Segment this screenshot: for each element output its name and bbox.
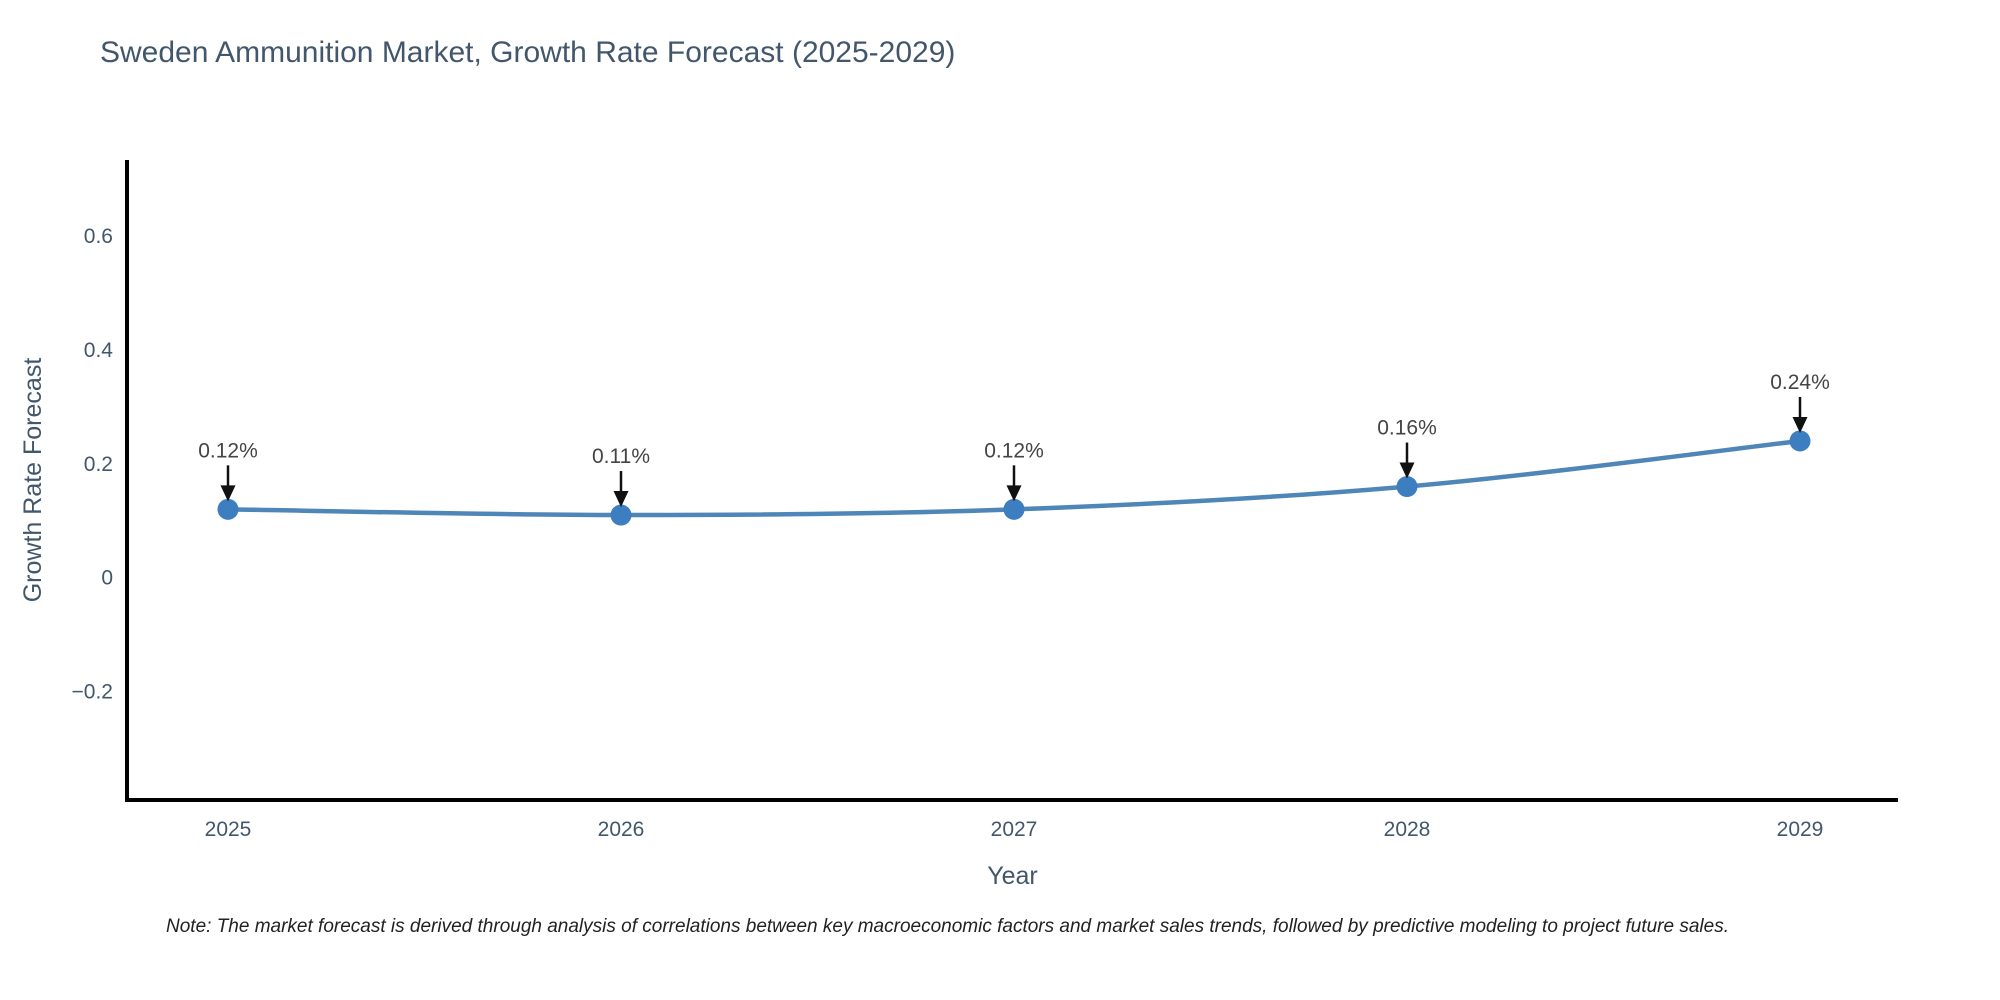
data-point-marker: [217, 498, 239, 520]
annotation-arrow-head: [1006, 485, 1022, 502]
x-tick-label: 2028: [1384, 818, 1431, 841]
y-tick-label: 0.6: [84, 225, 113, 248]
x-axis-title: Year: [987, 862, 1038, 890]
annotation-arrow-head: [613, 491, 629, 508]
y-tick-label: 0.2: [84, 453, 113, 476]
data-point-marker: [610, 504, 632, 526]
annotation-label: 0.11%: [592, 445, 650, 468]
annotation-arrow-head: [220, 485, 236, 502]
data-point-marker: [1003, 498, 1025, 520]
x-tick-label: 2027: [991, 818, 1038, 841]
y-tick-label: 0: [101, 567, 113, 590]
x-tick-label: 2026: [598, 818, 645, 841]
y-tick-label: −0.2: [72, 681, 113, 704]
annotation-label: 0.12%: [198, 439, 258, 462]
data-point-marker: [1789, 430, 1811, 452]
annotation-arrow-head: [1399, 462, 1415, 479]
chart-note: Note: The market forecast is derived thr…: [166, 916, 1729, 937]
y-axis-title: Growth Rate Forecast: [19, 357, 47, 603]
y-tick-label: 0.4: [84, 339, 114, 362]
annotation-label: 0.24%: [1770, 371, 1830, 394]
chart-title: Sweden Ammunition Market, Growth Rate Fo…: [100, 36, 956, 69]
data-point-marker: [1396, 476, 1418, 498]
annotation-label: 0.16%: [1377, 417, 1437, 440]
x-tick-label: 2029: [1777, 818, 1824, 841]
annotation-label: 0.12%: [984, 439, 1044, 462]
x-tick-label: 2025: [205, 818, 252, 841]
annotation-arrow-head: [1792, 416, 1808, 433]
